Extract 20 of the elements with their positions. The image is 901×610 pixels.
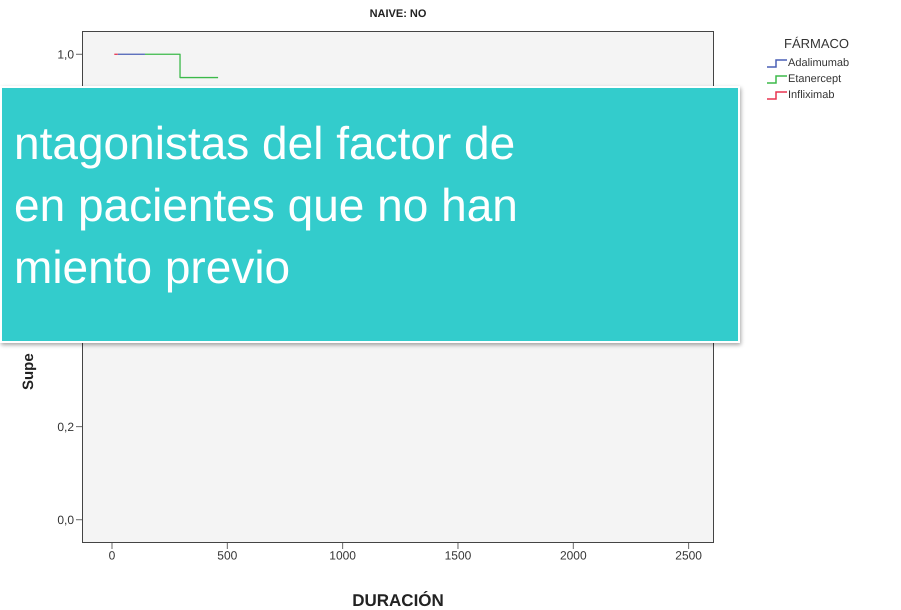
legend-title: FÁRMACO xyxy=(784,36,850,51)
x-tick-label: 2500 xyxy=(675,548,702,563)
x-axis-title: DURACIÓN xyxy=(352,590,444,610)
y-tick-label: 0,0 xyxy=(57,512,74,527)
y-tick-label: 1,0 xyxy=(57,48,74,62)
y-axis-title: Supe xyxy=(20,353,37,390)
legend-label: Adalimumab xyxy=(788,57,850,69)
y-tick-label: 0,2 xyxy=(57,420,74,434)
annotation: en pacientes que no han xyxy=(14,178,519,233)
annotation: miento previo xyxy=(14,240,292,295)
chart-title: NAIVE: NO xyxy=(368,8,428,20)
legend-label: Infliximab xyxy=(788,89,834,101)
x-tick-label: 2000 xyxy=(560,548,587,563)
text-banner: ntagonistas del factor de en pacientes que no han miento previo xyxy=(0,86,740,343)
x-tick-label: 0 xyxy=(108,548,116,563)
x-tick-label: 500 xyxy=(217,548,238,563)
x-tick-label: 1500 xyxy=(444,548,472,563)
x-tick-label: 1000 xyxy=(329,548,356,563)
legend-label: Etanercept xyxy=(788,73,842,85)
annotation: ntagonistas del factor de xyxy=(14,116,516,171)
